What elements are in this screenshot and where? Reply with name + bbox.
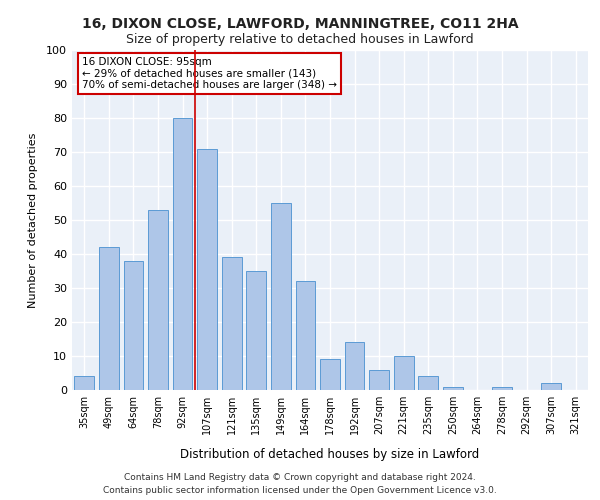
Bar [222,258,242,390]
Bar [320,360,340,390]
Bar [99,247,119,390]
Bar [197,148,217,390]
Text: Contains HM Land Registry data © Crown copyright and database right 2024.
Contai: Contains HM Land Registry data © Crown c… [103,474,497,495]
Bar [370,370,389,390]
Bar [541,383,561,390]
Bar [74,376,94,390]
Bar [394,356,413,390]
Text: 16, DIXON CLOSE, LAWFORD, MANNINGTREE, CO11 2HA: 16, DIXON CLOSE, LAWFORD, MANNINGTREE, C… [82,18,518,32]
Bar [148,210,168,390]
Text: 16 DIXON CLOSE: 95sqm
← 29% of detached houses are smaller (143)
70% of semi-det: 16 DIXON CLOSE: 95sqm ← 29% of detached … [82,57,337,90]
Bar [247,271,266,390]
Bar [173,118,193,390]
Y-axis label: Number of detached properties: Number of detached properties [28,132,38,308]
Bar [124,261,143,390]
Bar [345,342,364,390]
Bar [271,203,290,390]
X-axis label: Distribution of detached houses by size in Lawford: Distribution of detached houses by size … [181,448,479,461]
Bar [296,281,315,390]
Bar [492,386,512,390]
Bar [418,376,438,390]
Text: Size of property relative to detached houses in Lawford: Size of property relative to detached ho… [126,32,474,46]
Bar [443,386,463,390]
